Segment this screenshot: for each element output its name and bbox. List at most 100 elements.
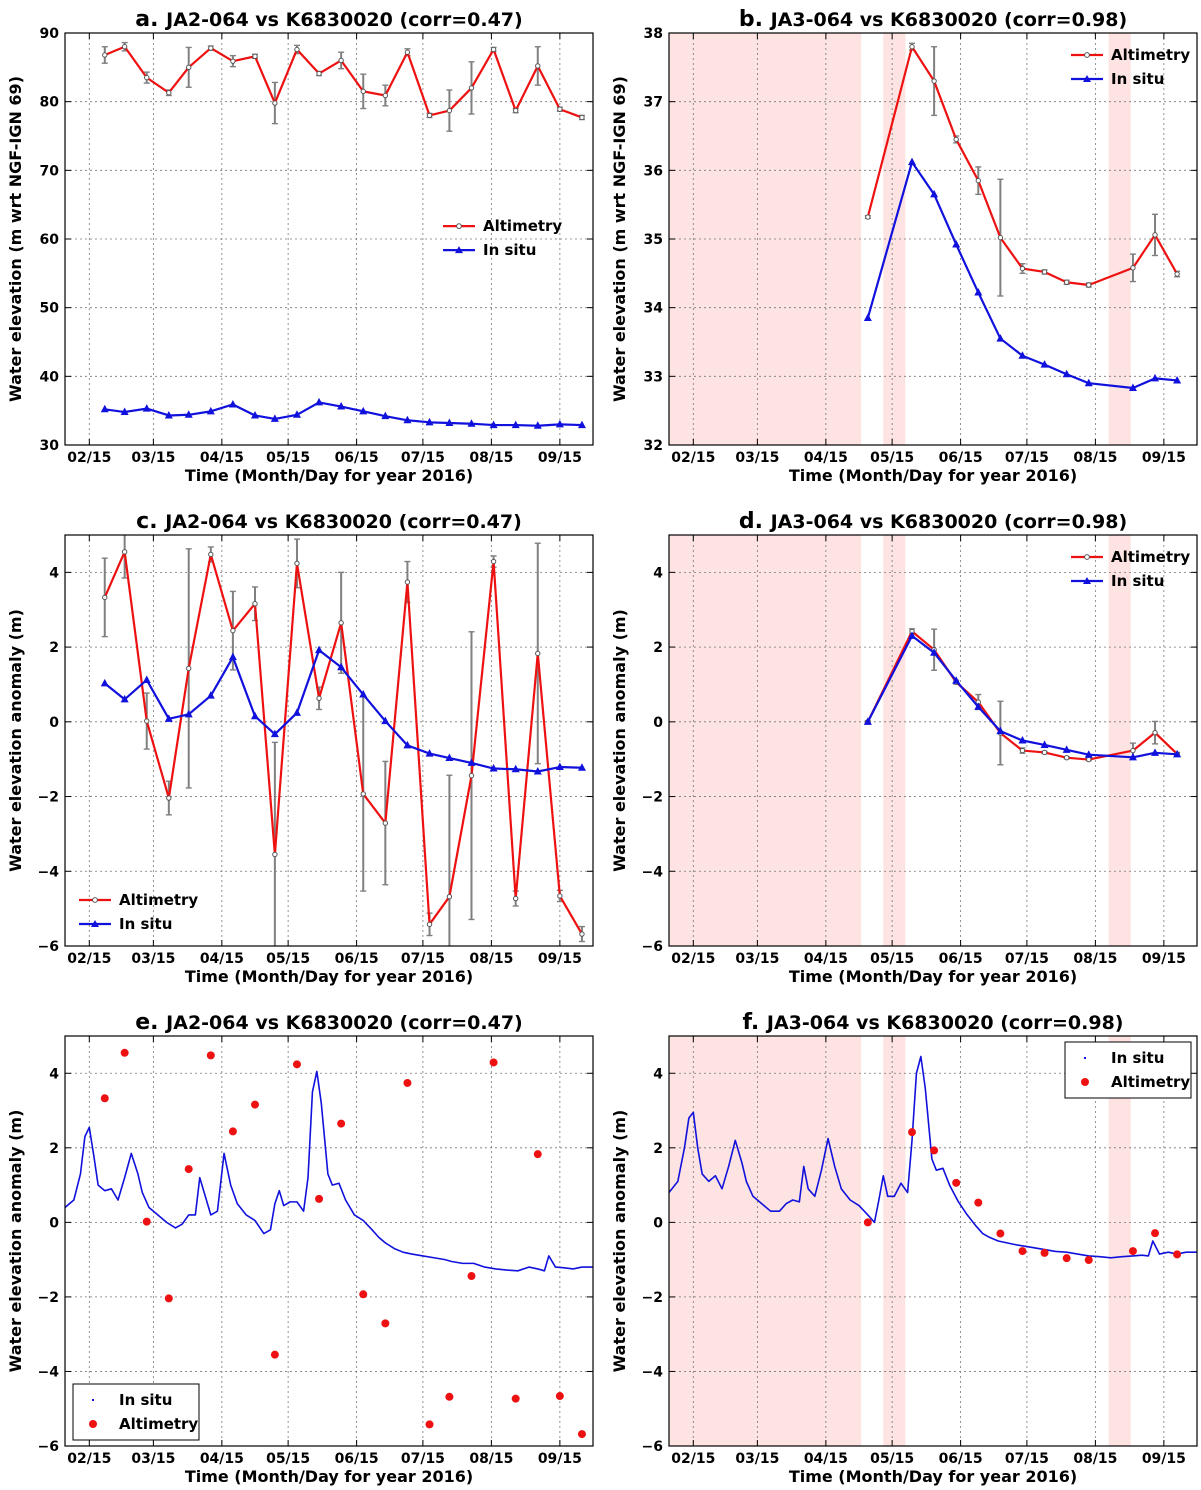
y-tick-label: 50 — [40, 301, 60, 317]
y-tick-label: 35 — [644, 232, 663, 248]
data-point — [512, 895, 519, 902]
legend-marker — [1084, 554, 1090, 560]
x-axis-label: Time (Month/Day for year 2016) — [185, 466, 473, 485]
x-tick-label: 03/15 — [735, 951, 779, 967]
data-point — [1173, 375, 1182, 384]
data-point — [490, 46, 497, 53]
data-point — [467, 419, 476, 427]
x-tick-label: 09/15 — [538, 450, 582, 466]
x-tick-label: 06/15 — [939, 951, 983, 967]
series-in-situ — [669, 1055, 1197, 1259]
legend-marker — [1083, 577, 1091, 584]
x-tick-label: 07/15 — [1005, 951, 1049, 967]
data-point — [315, 645, 324, 654]
data-point — [489, 764, 498, 772]
data-point — [1041, 749, 1048, 756]
legend-item-altimetry: Altimetry — [1071, 46, 1190, 64]
data-point — [403, 415, 412, 424]
x-tick-label: 05/15 — [870, 1451, 914, 1467]
data-point — [426, 112, 433, 119]
data-point — [142, 404, 151, 412]
x-tick-label: 08/15 — [469, 1451, 513, 1467]
data-point — [102, 594, 108, 601]
data-point — [511, 764, 520, 773]
x-tick-label: 05/15 — [266, 1451, 310, 1467]
data-point — [1152, 232, 1158, 238]
data-point — [206, 406, 215, 415]
data-point — [1062, 1254, 1071, 1263]
y-tick-label: 30 — [40, 438, 60, 454]
shaded-period — [883, 535, 906, 946]
grid — [65, 1036, 593, 1447]
y-tick-label: 40 — [40, 369, 60, 385]
x-tick-label: 02/15 — [671, 450, 715, 466]
data-point — [1152, 729, 1158, 736]
data-point — [489, 1058, 498, 1067]
title-text: JA3-064 vs K6830020 (corr=0.98) — [765, 1012, 1124, 1034]
title-text: JA3-064 vs K6830020 (corr=0.98) — [769, 511, 1128, 533]
chart-title: f. JA3-064 vs K6830020 (corr=0.98) — [743, 1010, 1124, 1035]
data-point — [1040, 740, 1049, 748]
data-point — [164, 714, 173, 722]
y-tick-label: 60 — [40, 232, 60, 248]
data-point — [144, 718, 150, 724]
data-point — [1086, 756, 1092, 763]
data-point — [166, 90, 172, 96]
data-point — [1151, 748, 1160, 756]
x-tick-label: 07/15 — [401, 951, 445, 967]
data-point — [974, 702, 983, 710]
legend-marker — [91, 920, 99, 927]
data-point — [382, 92, 389, 99]
x-tick-label: 04/15 — [200, 450, 244, 466]
y-axis-label: Water elevation anomaly (m) — [610, 1110, 629, 1373]
y-tick-label: −4 — [38, 1364, 60, 1380]
data-point — [446, 107, 453, 114]
x-tick-label: 07/15 — [401, 450, 445, 466]
data-point — [1063, 279, 1070, 285]
legend-item-in-situ: In situ — [443, 241, 536, 259]
data-point — [381, 716, 390, 725]
data-point — [1040, 360, 1049, 368]
data-point — [445, 1392, 454, 1401]
x-axis-label: Time (Month/Day for year 2016) — [789, 1467, 1077, 1486]
y-tick-label: 4 — [653, 565, 663, 581]
series-altimetry — [863, 1128, 1182, 1265]
x-tick-label: 03/15 — [735, 450, 779, 466]
data-point — [577, 763, 586, 771]
data-point — [1130, 747, 1136, 754]
data-point — [1084, 378, 1093, 387]
grid — [65, 32, 593, 446]
y-tick-label: −4 — [642, 864, 664, 880]
data-point — [490, 558, 497, 565]
data-point — [315, 397, 324, 406]
y-tick-label: −2 — [38, 790, 59, 806]
chart-panel-b: 02/15 03/15 04/15 05/15 06/15 07/15 08/15 09/15… — [610, 7, 1198, 485]
data-point — [535, 63, 541, 69]
y-tick-label: 0 — [49, 1215, 59, 1231]
y-tick-label: −2 — [38, 1290, 59, 1306]
data-point — [1128, 1247, 1137, 1256]
chart-title: e. JA2-064 vs K6830020 (corr=0.47) — [135, 1010, 523, 1035]
data-point — [315, 1194, 324, 1203]
data-point — [1084, 1256, 1093, 1265]
legend: Altimetry In situ — [443, 217, 562, 259]
title-text: JA3-064 vs K6830020 (corr=0.98) — [769, 9, 1128, 31]
data-point — [1128, 383, 1137, 392]
data-point — [557, 106, 563, 112]
data-point — [555, 762, 564, 771]
y-tick-label: 0 — [653, 1215, 663, 1231]
data-point — [577, 1430, 586, 1439]
x-tick-label: 04/15 — [804, 450, 848, 466]
series-altimetry — [100, 1048, 586, 1439]
series-layer — [100, 41, 586, 429]
data-point — [908, 1128, 917, 1137]
data-point — [404, 49, 411, 55]
legend-item-altimetry: Altimetry — [443, 217, 562, 235]
x-tick-label: 09/15 — [538, 951, 582, 967]
data-point — [403, 740, 412, 749]
x-tick-label: 02/15 — [671, 951, 715, 967]
x-tick-label: 04/15 — [804, 1451, 848, 1467]
data-point — [1018, 1247, 1027, 1256]
x-tick-label: 02/15 — [67, 1451, 111, 1467]
